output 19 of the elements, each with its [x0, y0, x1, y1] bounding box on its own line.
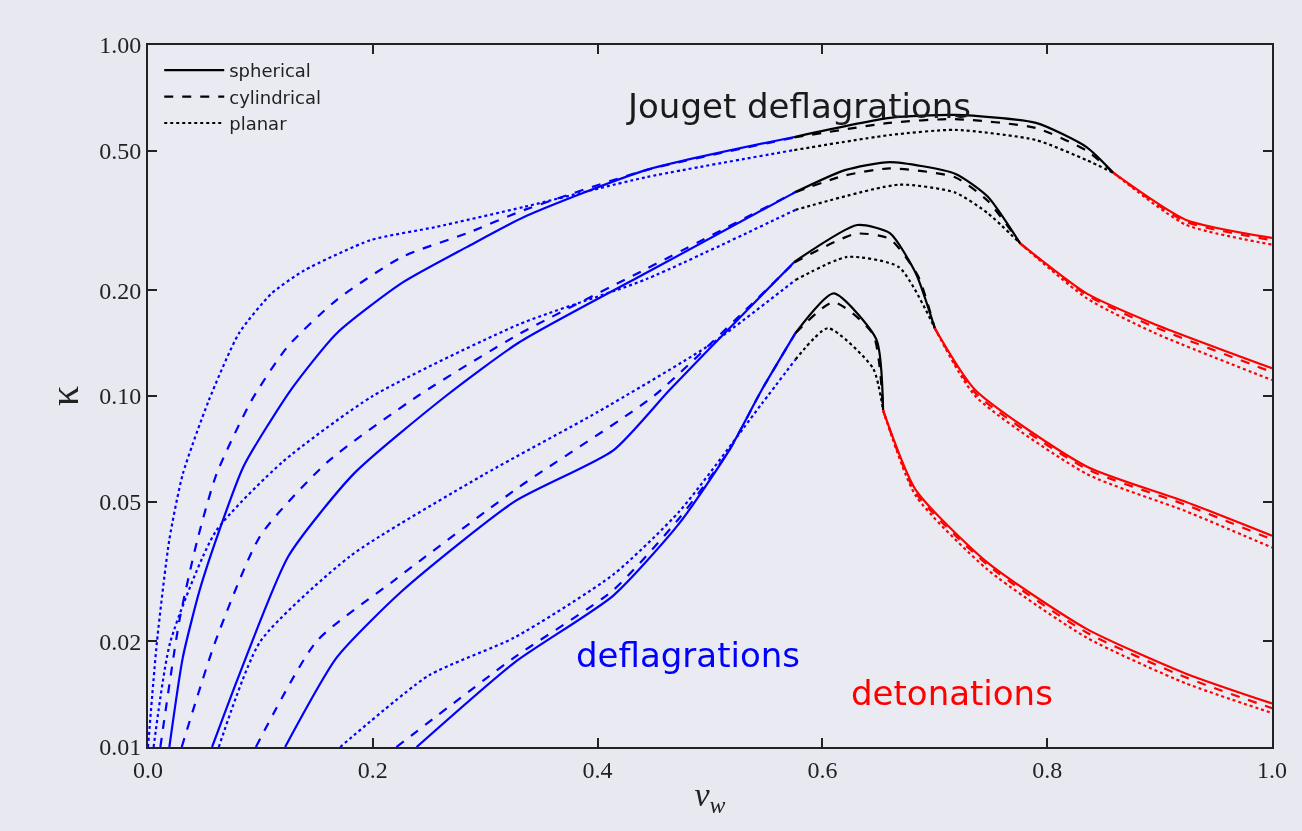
legend-label: planar [229, 113, 288, 135]
annotation: detonations [851, 673, 1053, 713]
y-tick-label: 0.50 [99, 138, 142, 165]
legend-label: cylindrical [229, 86, 321, 108]
annotation: Jouget deflagrations [626, 86, 972, 126]
x-tick-label: 0.2 [357, 756, 388, 783]
annotation: deflagrations [576, 635, 800, 675]
y-tick-label: 0.05 [99, 489, 142, 516]
y-tick-label: 0.10 [99, 383, 142, 410]
x-tick-label: 0.6 [807, 756, 838, 783]
y-tick-label: 1.00 [99, 32, 142, 59]
x-axis-title: v$_{w}$ [694, 775, 726, 818]
y-tick-label: 0.20 [99, 277, 142, 304]
x-tick-label: 1.0 [1257, 756, 1287, 783]
y-axis-title: κ [42, 385, 88, 407]
x-tick-label: 0.8 [1032, 756, 1063, 783]
y-tick-label: 0.02 [99, 628, 142, 655]
x-tick-label: 0.4 [582, 756, 613, 783]
legend-label: spherical [229, 60, 311, 82]
